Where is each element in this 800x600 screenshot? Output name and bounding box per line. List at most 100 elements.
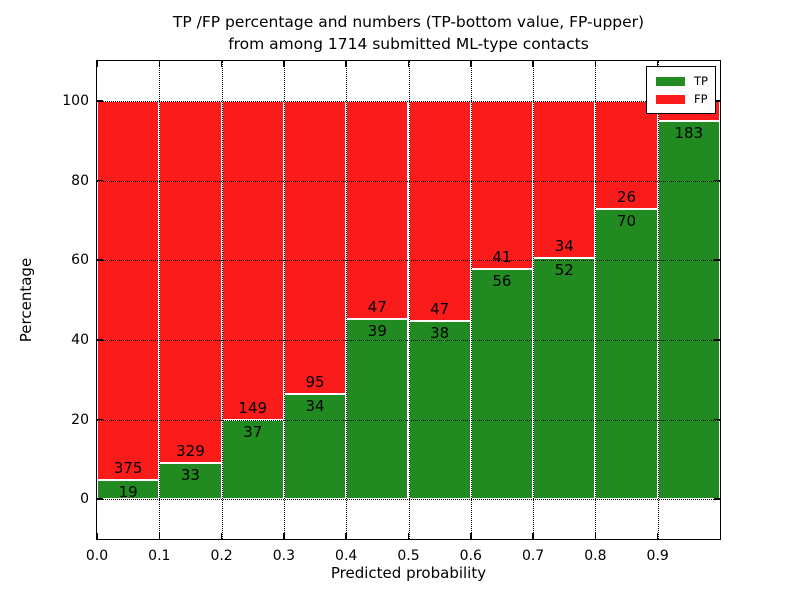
bar-segment-tp: [346, 318, 409, 500]
x-tick-mark: [220, 533, 223, 539]
x-axis-label: Predicted probability: [330, 564, 487, 582]
y-tick-mark: [714, 418, 720, 421]
bar-segment-fp: [97, 100, 160, 480]
legend-label-fp: FP: [694, 92, 708, 106]
tp-color-swatch: [656, 76, 685, 86]
legend-item-tp: TP: [656, 72, 715, 90]
x-tick-mark: [158, 61, 161, 67]
x-tick-label: 0.0: [85, 548, 109, 564]
x-tick-mark: [656, 533, 659, 539]
bar-segment-fp: [283, 100, 347, 395]
x-gridline: [408, 61, 410, 539]
bar-segment-tp: [221, 419, 284, 500]
x-tick-label: 0.6: [459, 548, 482, 564]
x-gridline: [221, 61, 223, 539]
x-tick-mark: [656, 61, 659, 67]
legend-item-fp: FP: [656, 90, 715, 108]
y-tick-label: 0: [80, 491, 89, 508]
y-tick-label: 100: [62, 92, 89, 109]
y-tick-mark: [714, 339, 720, 341]
bar-segment-tp: [533, 258, 596, 500]
tp-count-label: 37: [243, 422, 263, 441]
x-tick-mark: [532, 61, 534, 67]
x-tick-label: 0.1: [148, 548, 171, 564]
x-tick-label: 0.8: [584, 548, 607, 564]
x-tick-mark: [470, 533, 472, 539]
x-tick-label: 0.9: [646, 548, 669, 564]
tp-count-label: 70: [616, 211, 637, 230]
fp-count-label: 41: [492, 248, 512, 267]
x-tick-label: 0.4: [335, 548, 358, 564]
tp-count-label: 56: [492, 272, 512, 291]
bar-segment-tp: [657, 121, 720, 500]
y-tick-mark: [97, 100, 103, 102]
tp-count-label: 33: [180, 465, 200, 484]
bar-segment-fp: [408, 100, 471, 322]
plot-canvas: TP FP 375 19 329 33 149 37 95 34 47 39 47 38 41 56 34 5…: [62, 61, 720, 564]
x-tick-mark: [96, 61, 98, 67]
chart-title: TP /FP percentage and numbers (TP-bottom…: [96, 11, 721, 55]
chart-title-line1: TP /FP percentage and numbers (TP-bottom…: [172, 13, 645, 31]
y-tick-mark: [714, 100, 720, 102]
y-tick-mark: [97, 418, 103, 421]
bar-segment-fp: [159, 100, 222, 463]
tp-count-label: 38: [430, 324, 450, 343]
x-tick-label: 0.5: [397, 548, 420, 564]
x-tick-mark: [283, 61, 285, 67]
tp-count-label: 34: [305, 397, 325, 416]
tp-count-label: 183: [674, 124, 704, 143]
tp-count-label: 19: [118, 482, 138, 501]
y-axis-label: Percentage: [17, 257, 35, 343]
fp-count-label: 47: [367, 297, 387, 316]
y-tick-label: 80: [71, 172, 89, 189]
bar-segment-tp: [595, 208, 658, 500]
y-tick-mark: [97, 339, 103, 341]
bar-segment-fp: [346, 100, 409, 319]
plot-area: TP FP 375 19 329 33 149 37 95 34 47 39 47 38 41 56 34 5…: [62, 60, 721, 564]
x-tick-label: 0.2: [210, 548, 233, 564]
x-tick-mark: [158, 533, 161, 539]
x-tick-mark: [220, 61, 223, 67]
bar-segment-tp: [470, 269, 534, 500]
legend: TP FP: [646, 66, 716, 114]
fp-count-label: 149: [238, 398, 268, 417]
y-tick-mark: [97, 179, 103, 182]
bar-segment-tp: [159, 462, 222, 500]
fp-count-label: 34: [554, 237, 574, 256]
bar-segment-fp: [470, 100, 534, 270]
x-gridline: [533, 61, 535, 539]
y-tick-mark: [714, 179, 720, 182]
fp-count-label: 26: [616, 187, 637, 206]
fp-color-swatch: [656, 94, 685, 104]
fp-count-label: 47: [430, 300, 450, 319]
x-gridline: [470, 61, 472, 539]
x-tick-mark: [407, 533, 410, 539]
x-gridline: [283, 61, 285, 539]
x-tick-mark: [594, 61, 597, 67]
y-tick-mark: [714, 259, 720, 261]
y-tick-mark: [714, 498, 720, 500]
fp-count-label: 375: [113, 458, 143, 477]
bar-segment-tp: [408, 321, 471, 500]
x-tick-label: 0.3: [272, 548, 296, 564]
x-tick-mark: [407, 61, 410, 67]
y-tick-label: 60: [71, 252, 89, 269]
x-tick-mark: [345, 61, 347, 67]
y-tick-mark: [97, 498, 103, 500]
x-gridline: [346, 61, 348, 539]
x-tick-mark: [283, 533, 285, 539]
tp-count-label: 52: [554, 261, 574, 280]
x-tick-mark: [470, 61, 472, 67]
x-gridline: [657, 61, 659, 539]
y-tick-label: 20: [71, 411, 89, 428]
fp-count-label: 329: [176, 441, 205, 460]
fp-count-label: 95: [305, 373, 325, 392]
x-tick-mark: [532, 533, 534, 539]
x-tick-mark: [96, 533, 98, 539]
bar-segment-tp: [97, 479, 160, 500]
x-gridline: [159, 61, 161, 539]
y-tick-mark: [97, 259, 103, 261]
y-tick-label: 40: [71, 331, 89, 348]
x-tick-label: 0.7: [521, 548, 545, 564]
